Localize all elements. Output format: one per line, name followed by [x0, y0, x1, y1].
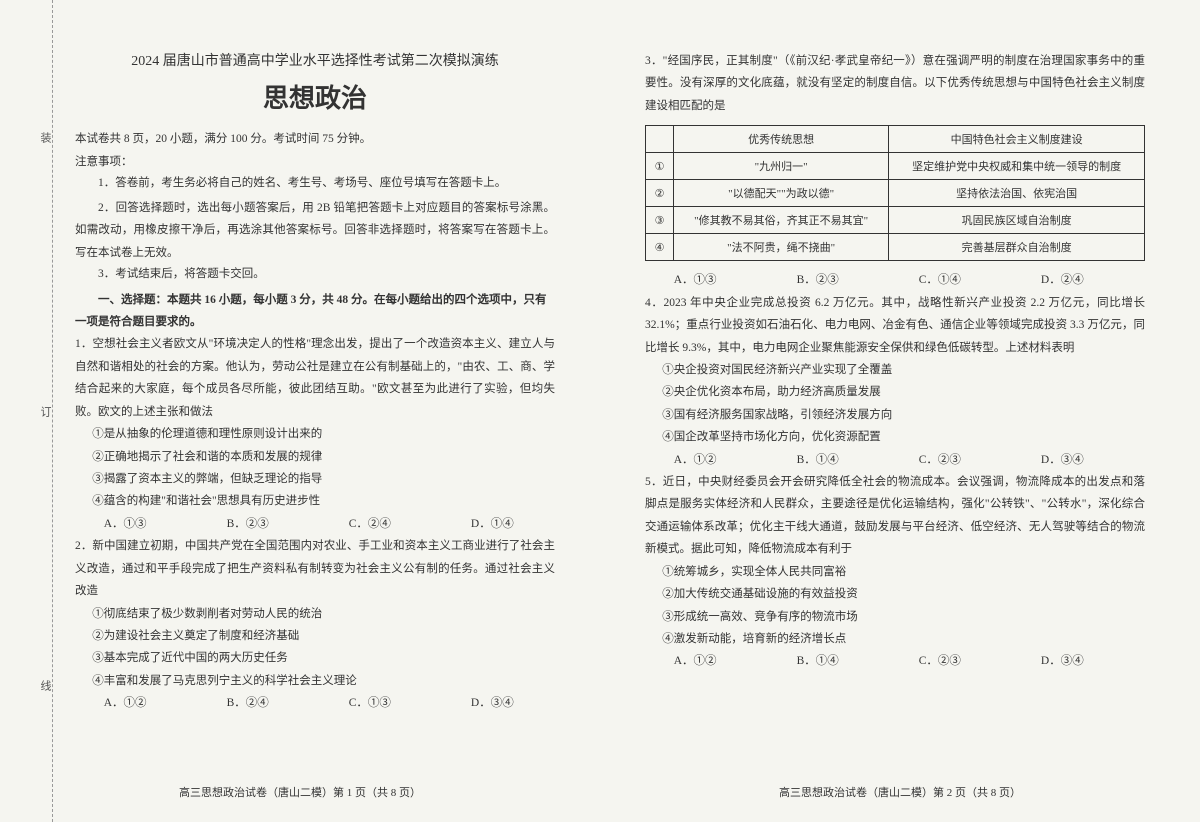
q3-choices: A．①③ B．②③ C．①④ D．②④ [645, 269, 1145, 291]
table-cell: ① [646, 153, 674, 180]
footer-right: 高三思想政治试卷（唐山二模）第 2 页（共 8 页） [600, 784, 1200, 800]
table-cell: 完善基层群众自治制度 [889, 234, 1145, 261]
notice-item: 1．答卷前，考生务必将自己的姓名、考生号、考场号、座位号填写在答题卡上。 [75, 173, 555, 195]
choice: B．②④ [227, 692, 269, 714]
table-header: 优秀传统思想 [674, 126, 889, 153]
q4-choices: A．①② B．①④ C．②③ D．③④ [645, 449, 1145, 471]
choice: D．②④ [1041, 269, 1084, 291]
choice: A．①② [674, 650, 717, 672]
q4-opt: ④国企改革坚持市场化方向，优化资源配置 [645, 426, 1145, 448]
exam-info: 本试卷共 8 页，20 小题，满分 100 分。考试时间 75 分钟。 [75, 129, 555, 151]
choice: B．②③ [227, 513, 269, 535]
table-header-row: 优秀传统思想 中国特色社会主义制度建设 [646, 126, 1145, 153]
q4-opt: ①央企投资对国民经济新兴产业实现了全覆盖 [645, 359, 1145, 381]
choice: A．①② [104, 692, 147, 714]
table-cell: ② [646, 180, 674, 207]
q1-opt: ②正确地揭示了社会和谐的本质和发展的规律 [75, 446, 555, 468]
table-cell: "修其教不易其俗，齐其正不易其宜" [674, 207, 889, 234]
q5-choices: A．①② B．①④ C．②③ D．③④ [645, 650, 1145, 672]
table-header: 中国特色社会主义制度建设 [889, 126, 1145, 153]
q5-opt: ④激发新动能，培育新的经济增长点 [645, 628, 1145, 650]
choice: D．①④ [471, 513, 514, 535]
notice-item: 3．考试结束后，将答题卡交回。 [75, 264, 555, 286]
choice: D．③④ [1041, 650, 1084, 672]
table-cell: ③ [646, 207, 674, 234]
q1-stem: 1．空想社会主义者欧文从"环境决定人的性格"理念出发，提出了一个改造资本主义、建… [75, 333, 555, 423]
choice: C．①③ [349, 692, 391, 714]
q2-opt: ①彻底结束了极少数剥削者对劳动人民的统治 [75, 603, 555, 625]
choice: C．②④ [349, 513, 391, 535]
choice: D．③④ [1041, 449, 1084, 471]
choice: B．①④ [797, 449, 839, 471]
table-cell: ④ [646, 234, 674, 261]
q1-opt: ①是从抽象的伦理道德和理性原则设计出来的 [75, 423, 555, 445]
table-cell: "九州归一" [674, 153, 889, 180]
choice: C．②③ [919, 449, 961, 471]
q4-opt: ②央企优化资本布局，助力经济高质量发展 [645, 381, 1145, 403]
table-cell: 坚持依法治国、依宪治国 [889, 180, 1145, 207]
table-cell: 坚定维护党中央权威和集中统一领导的制度 [889, 153, 1145, 180]
choice: D．③④ [471, 692, 514, 714]
choice: B．①④ [797, 650, 839, 672]
page-left: 2024 届唐山市普通高中学业水平选择性考试第二次模拟演练 思想政治 本试卷共 … [0, 0, 600, 822]
table-cell: "以德配天""为政以德" [674, 180, 889, 207]
table-row: ④ "法不阿贵，绳不挠曲" 完善基层群众自治制度 [646, 234, 1145, 261]
exam-title: 2024 届唐山市普通高中学业水平选择性考试第二次模拟演练 [75, 50, 555, 70]
q2-choices: A．①② B．②④ C．①③ D．③④ [75, 692, 555, 714]
table-header [646, 126, 674, 153]
table-cell: 巩固民族区域自治制度 [889, 207, 1145, 234]
q3-stem: 3．"经国序民，正其制度"（《前汉纪·孝武皇帝纪一》）意在强调严明的制度在治理国… [645, 50, 1145, 117]
q5-opt: ②加大传统交通基础设施的有效益投资 [645, 583, 1145, 605]
q4-opt: ③国有经济服务国家战略，引领经济发展方向 [645, 404, 1145, 426]
choice: B．②③ [797, 269, 839, 291]
choice: C．②③ [919, 650, 961, 672]
q3-table: 优秀传统思想 中国特色社会主义制度建设 ① "九州归一" 坚定维护党中央权威和集… [645, 125, 1145, 261]
footer-left: 高三思想政治试卷（唐山二模）第 1 页（共 8 页） [0, 784, 600, 800]
table-row: ③ "修其教不易其俗，齐其正不易其宜" 巩固民族区域自治制度 [646, 207, 1145, 234]
q1-opt: ③揭露了资本主义的弊端，但缺乏理论的指导 [75, 468, 555, 490]
subject-title: 思想政治 [75, 78, 555, 115]
choice: C．①④ [919, 269, 961, 291]
table-row: ① "九州归一" 坚定维护党中央权威和集中统一领导的制度 [646, 153, 1145, 180]
table-row: ② "以德配天""为政以德" 坚持依法治国、依宪治国 [646, 180, 1145, 207]
choice: A．①③ [674, 269, 717, 291]
q1-opt: ④蕴含的构建"和谐社会"思想具有历史进步性 [75, 490, 555, 512]
section-title: 一、选择题：本题共 16 小题，每小题 3 分，共 48 分。在每小题给出的四个… [75, 290, 555, 334]
q2-opt: ②为建设社会主义奠定了制度和经济基础 [75, 625, 555, 647]
notice-item: 2．回答选择题时，选出每小题答案后，用 2B 铅笔把答题卡上对应题目的答案标号涂… [75, 197, 555, 264]
choice: A．①② [674, 449, 717, 471]
q2-opt: ④丰富和发展了马克思列宁主义的科学社会主义理论 [75, 670, 555, 692]
q1-choices: A．①③ B．②③ C．②④ D．①④ [75, 513, 555, 535]
notice-label: 注意事项： [75, 153, 555, 169]
choice: A．①③ [104, 513, 147, 535]
q4-stem: 4．2023 年中央企业完成总投资 6.2 万亿元。其中，战略性新兴产业投资 2… [645, 292, 1145, 359]
table-cell: "法不阿贵，绳不挠曲" [674, 234, 889, 261]
q2-opt: ③基本完成了近代中国的两大历史任务 [75, 647, 555, 669]
q5-opt: ③形成统一高效、竞争有序的物流市场 [645, 606, 1145, 628]
q2-stem: 2．新中国建立初期，中国共产党在全国范围内对农业、手工业和资本主义工商业进行了社… [75, 535, 555, 602]
page-right: 3．"经国序民，正其制度"（《前汉纪·孝武皇帝纪一》）意在强调严明的制度在治理国… [600, 0, 1200, 822]
q5-stem: 5．近日，中央财经委员会开会研究降低全社会的物流成本。会议强调，物流降成本的出发… [645, 471, 1145, 561]
q5-opt: ①统筹城乡，实现全体人民共同富裕 [645, 561, 1145, 583]
